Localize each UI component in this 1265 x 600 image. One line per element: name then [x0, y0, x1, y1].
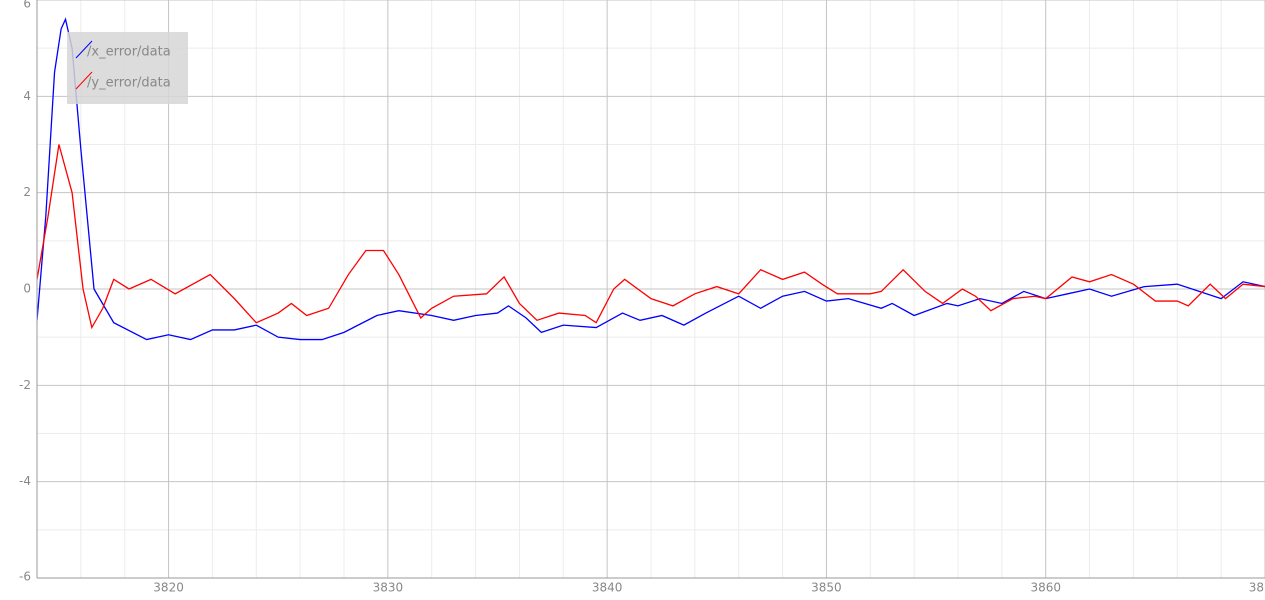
x-tick-label: 3820: [153, 581, 184, 595]
x-tick-label: 38: [1249, 581, 1264, 595]
legend: /x_error/data/y_error/data: [67, 32, 188, 104]
data-line: [37, 17, 1265, 341]
x-tick-label: 3850: [811, 581, 842, 595]
legend-label: /y_error/data: [87, 76, 171, 91]
y-tick-label: 4: [23, 89, 31, 103]
x-tick-label: 3860: [1030, 581, 1061, 595]
x-tick-label: 3830: [373, 581, 404, 595]
y-tick-label: -2: [19, 378, 31, 392]
y-tick-label: -4: [19, 474, 31, 488]
tick-labels: -6 -4 -2 0 2 4 6 3820 3830 3840 3850 3860 38: [19, 0, 1264, 595]
y-tick-label: -6: [19, 570, 31, 584]
legend-swatch: [75, 40, 93, 59]
plot-area: [37, 17, 1265, 341]
legend-box: [67, 32, 188, 104]
legend-swatch: [75, 71, 93, 90]
y-tick-label: 6: [23, 0, 31, 11]
y-tick-label: 2: [23, 185, 31, 199]
x-tick-label: 3840: [592, 581, 623, 595]
data-line: [37, 144, 1265, 330]
y-tick-label: 0: [23, 282, 31, 296]
legend-label: /x_error/data: [87, 45, 171, 60]
grid: [37, 0, 1265, 579]
